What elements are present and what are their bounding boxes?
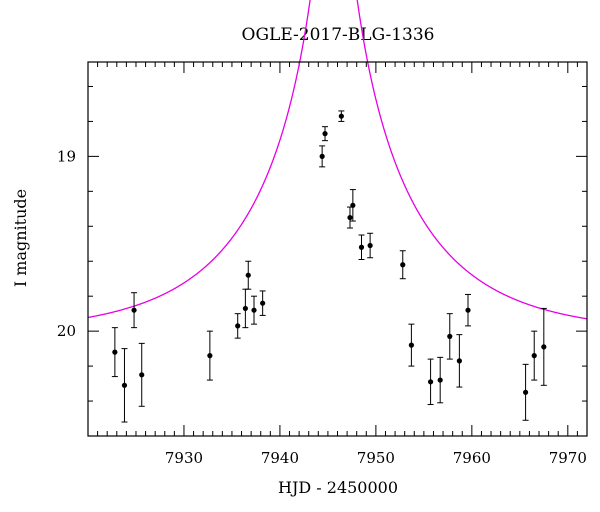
data-point	[322, 126, 329, 142]
data-point	[358, 234, 365, 260]
data-point	[234, 313, 241, 339]
point-marker	[531, 353, 537, 359]
data-point	[346, 206, 353, 229]
x-tick-label: 7970	[549, 449, 587, 467]
data-point	[427, 358, 434, 406]
point-marker	[131, 307, 137, 313]
point-marker	[437, 377, 443, 383]
plot-frame	[87, 61, 588, 437]
point-marker	[242, 305, 248, 312]
point-marker	[456, 358, 462, 364]
x-tick-label: 7950	[357, 449, 395, 467]
data-point	[437, 356, 444, 404]
point-marker	[139, 372, 145, 378]
x-axis: 7930 7940 7950 7960 7970	[87, 62, 588, 467]
data-point	[338, 110, 345, 122]
data-point	[206, 330, 213, 381]
point-marker	[207, 353, 213, 359]
data-point	[531, 330, 538, 381]
data-point	[111, 327, 118, 378]
point-marker	[447, 333, 453, 339]
y-axis-label: I magnitude	[11, 189, 30, 287]
x-axis-label: HJD - 2450000	[278, 478, 398, 497]
point-marker	[112, 349, 118, 355]
chart-title: OGLE-2017-BLG-1336	[242, 25, 435, 45]
data-point	[408, 323, 415, 367]
point-marker	[235, 323, 241, 329]
point-marker	[465, 307, 471, 313]
data-point	[540, 307, 547, 386]
point-marker	[408, 342, 414, 348]
point-marker	[367, 242, 373, 249]
point-marker	[121, 382, 128, 388]
y-axis: 181920	[57, 85, 587, 437]
data-point	[456, 334, 463, 388]
data-point	[121, 348, 128, 423]
y-tick-label: 20	[57, 322, 76, 340]
data-point	[138, 342, 145, 407]
point-marker	[260, 300, 266, 306]
x-tick-label: 7940	[261, 449, 299, 467]
data-point	[399, 250, 406, 280]
x-tick-label: 7930	[165, 449, 203, 467]
data-point	[259, 290, 266, 316]
point-marker	[400, 262, 406, 268]
data-point	[251, 295, 258, 325]
data-point	[446, 313, 453, 360]
data-points	[111, 110, 547, 423]
point-marker	[358, 244, 365, 250]
point-marker	[347, 214, 353, 221]
point-marker	[319, 153, 325, 159]
point-marker	[322, 131, 328, 137]
data-point	[522, 363, 529, 421]
data-point	[245, 260, 252, 290]
point-marker	[338, 113, 344, 119]
data-point	[465, 293, 472, 327]
data-point	[349, 189, 356, 222]
point-marker	[350, 202, 356, 208]
data-point	[319, 145, 326, 168]
x-tick-label: 7960	[453, 449, 491, 467]
point-marker	[427, 379, 434, 385]
data-point	[242, 288, 249, 329]
data-point	[367, 232, 374, 259]
point-marker	[251, 307, 257, 313]
point-marker	[245, 272, 251, 278]
model-curve	[87, 0, 588, 320]
point-marker	[522, 389, 529, 395]
data-point	[131, 292, 138, 329]
point-marker	[541, 344, 547, 350]
y-tick-label: 19	[57, 147, 76, 165]
